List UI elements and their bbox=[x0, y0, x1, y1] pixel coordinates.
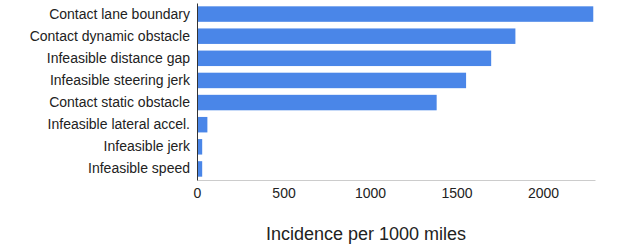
y-axis: Contact lane boundary Contact dynamic obs… bbox=[30, 4, 198, 181]
x-axis: 0 500 1000 1500 2000 bbox=[194, 180, 596, 201]
x-axis-title: Incidence per 1000 miles bbox=[266, 224, 466, 244]
x-tick: 500 bbox=[272, 180, 296, 201]
y-tick: Infeasible jerk bbox=[104, 138, 197, 154]
y-tick: Contact static obstacle bbox=[49, 94, 197, 110]
y-tick-label: Infeasible jerk bbox=[104, 138, 191, 154]
x-tick-label: 1500 bbox=[441, 185, 472, 201]
x-tick-label: 2000 bbox=[528, 185, 559, 201]
chart: 0500100015002000Contact lane boundaryCon… bbox=[0, 0, 620, 250]
y-tick-label: Contact lane boundary bbox=[49, 6, 190, 22]
y-tick-label: Infeasible lateral accel. bbox=[48, 116, 190, 132]
y-tick-label: Infeasible speed bbox=[88, 160, 190, 176]
x-tick: 1500 bbox=[441, 180, 472, 201]
x-tick: 1000 bbox=[355, 180, 386, 201]
y-tick: Infeasible steering jerk bbox=[50, 72, 197, 88]
x-axis-line bbox=[198, 180, 596, 181]
y-tick: Infeasible lateral accel. bbox=[48, 116, 197, 132]
x-tick-label: 0 bbox=[194, 185, 202, 201]
bar bbox=[197, 117, 207, 132]
y-axis-line bbox=[197, 4, 198, 181]
bar bbox=[197, 95, 437, 110]
plot: 0500100015002000Contact lane boundaryCon… bbox=[30, 4, 596, 201]
x-tick-label: 500 bbox=[272, 185, 296, 201]
y-tick: Contact lane boundary bbox=[49, 6, 197, 22]
x-tick-label: 1000 bbox=[355, 185, 386, 201]
y-tick-label: Infeasible distance gap bbox=[47, 50, 190, 66]
y-tick-label: Contact dynamic obstacle bbox=[30, 28, 191, 44]
y-tick: Infeasible speed bbox=[88, 160, 197, 176]
bars bbox=[197, 6, 593, 176]
y-tick-label: Contact static obstacle bbox=[49, 94, 190, 110]
bar bbox=[197, 73, 466, 88]
y-tick-label: Infeasible steering jerk bbox=[50, 72, 191, 88]
x-tick: 0 bbox=[194, 180, 202, 201]
y-tick: Infeasible distance gap bbox=[47, 50, 197, 66]
y-tick: Contact dynamic obstacle bbox=[30, 28, 197, 44]
bar bbox=[197, 6, 593, 21]
bar bbox=[197, 51, 491, 66]
x-tick: 2000 bbox=[528, 180, 559, 201]
bar bbox=[197, 28, 515, 43]
